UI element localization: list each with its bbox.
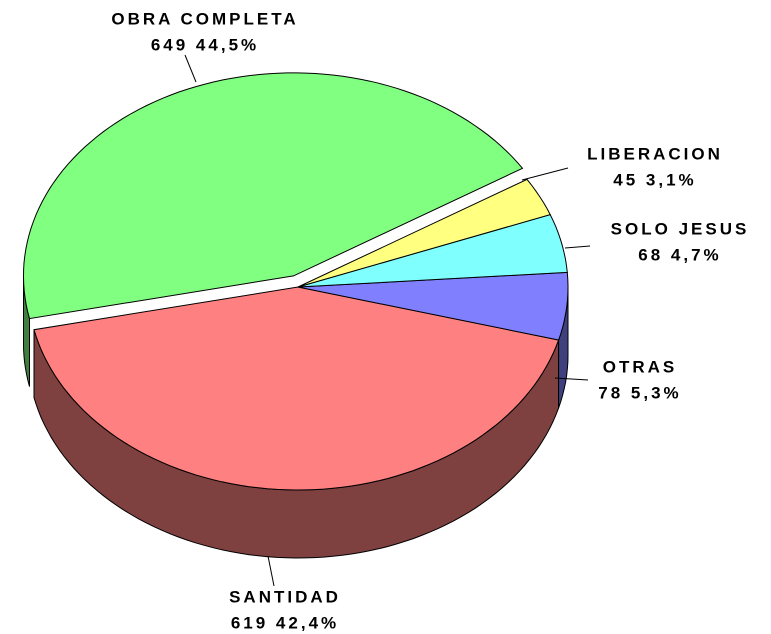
leader-line	[521, 167, 569, 181]
slice-label: OTRAS	[603, 357, 678, 376]
leader-line	[564, 245, 591, 249]
slice-label: SANTIDAD	[229, 587, 341, 606]
value-label: 649 44,5%	[151, 35, 259, 54]
value-label: 45 3,1%	[613, 170, 696, 189]
leader-line	[554, 377, 589, 381]
slice-label: LIBERACION	[587, 144, 723, 163]
slice	[22, 72, 524, 320]
slice-label: SOLO JESUS	[611, 219, 750, 238]
slice-label: OBRA COMPLETA	[111, 9, 298, 28]
leader-line	[184, 54, 197, 83]
leader-line	[267, 555, 275, 587]
labels: OBRA COMPLETA 649 44,5% SANTIDAD 619 42,4% O…	[111, 9, 750, 632]
slices	[22, 72, 569, 559]
slice	[297, 178, 551, 288]
slice	[297, 271, 569, 341]
slice	[33, 286, 560, 491]
slice	[297, 214, 568, 288]
value-label: 68 4,7%	[638, 245, 721, 264]
value-label: 78 5,3%	[598, 383, 681, 402]
value-label: 619 42,4%	[231, 613, 339, 632]
